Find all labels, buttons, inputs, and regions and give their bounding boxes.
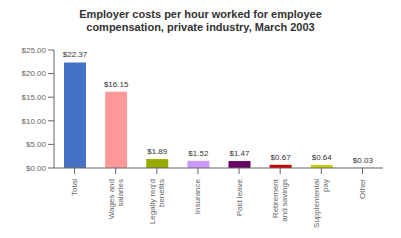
svg-text:$1.47: $1.47 bbox=[229, 149, 250, 158]
svg-text:$0.64: $0.64 bbox=[312, 153, 333, 162]
svg-text:Total: Total bbox=[70, 179, 79, 196]
svg-text:$0.00: $0.00 bbox=[26, 164, 47, 173]
svg-text:$1.52: $1.52 bbox=[188, 149, 209, 158]
svg-text:Paid leave: Paid leave bbox=[235, 178, 244, 216]
html-text:Employer costs per hour worked: Employer costs per hour worked for emplo… bbox=[79, 8, 322, 33]
svg-text:$20.00: $20.00 bbox=[22, 69, 47, 78]
svg-text:$0.03: $0.03 bbox=[353, 156, 374, 165]
svg-text:$1.89: $1.89 bbox=[147, 147, 168, 156]
svg-text:Insurance: Insurance bbox=[193, 178, 202, 214]
svg-text:pay: pay bbox=[321, 179, 330, 192]
svg-text:$25.00: $25.00 bbox=[22, 46, 47, 55]
svg-text:Legally req'd: Legally req'd bbox=[148, 179, 157, 224]
svg-text:Wages and: Wages and bbox=[107, 179, 116, 219]
svg-text:$5.00: $5.00 bbox=[26, 140, 47, 149]
svg-text:Retirement: Retirement bbox=[271, 178, 280, 218]
svg-text:Supplemental: Supplemental bbox=[312, 179, 321, 228]
svg-text:$10.00: $10.00 bbox=[22, 117, 47, 126]
svg-text:$0.67: $0.67 bbox=[271, 153, 292, 162]
svg-text:$22.37: $22.37 bbox=[63, 50, 88, 59]
svg-text:$16.15: $16.15 bbox=[104, 80, 129, 89]
svg-text:Other: Other bbox=[358, 179, 367, 199]
svg-text:salaries: salaries bbox=[116, 179, 125, 207]
svg-text:benefits: benefits bbox=[157, 179, 166, 207]
svg-text:and savings: and savings bbox=[280, 179, 289, 222]
svg-text:$15.00: $15.00 bbox=[22, 93, 47, 102]
